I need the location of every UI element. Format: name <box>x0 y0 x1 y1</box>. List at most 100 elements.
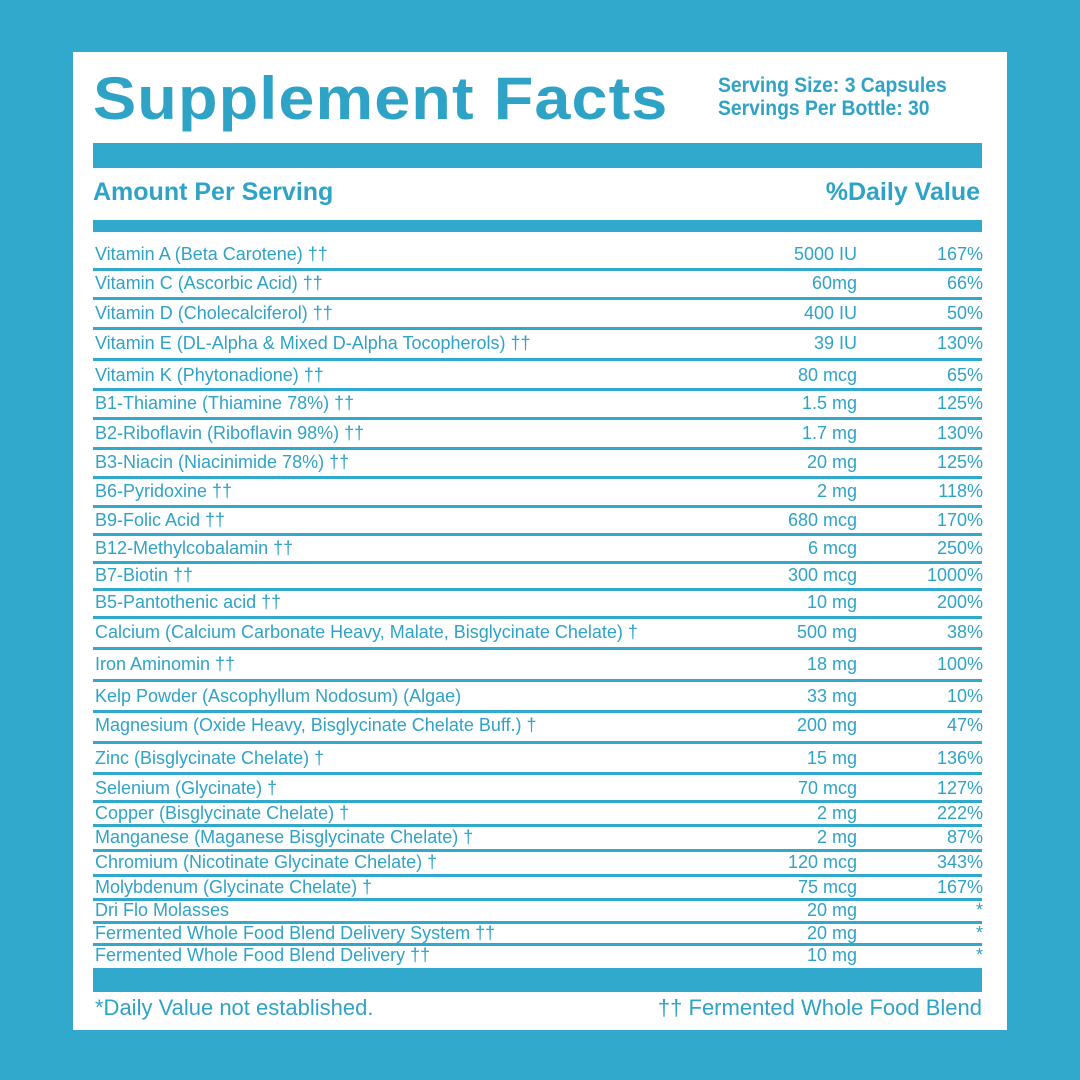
daily-value: 118% <box>938 481 983 501</box>
amount: 5000 IU <box>793 244 857 264</box>
nutrient-name: Vitamin A (Beta Carotene) †† <box>95 244 328 264</box>
nutrient-name: B9-Folic Acid †† <box>95 510 226 530</box>
row-separator <box>93 561 982 564</box>
row-separator <box>93 849 982 852</box>
amount: 2 mg <box>816 803 857 823</box>
daily-value: 167% <box>936 877 983 897</box>
daily-value: 38% <box>946 622 983 642</box>
row-separator <box>93 921 982 924</box>
nutrient-name: Fermented Whole Food Blend Delivery Syst… <box>95 923 496 943</box>
nutrient-name: Iron Aminomin †† <box>95 654 236 674</box>
amount: 20 mg <box>806 923 857 943</box>
daily-value: 125% <box>936 452 983 472</box>
amount: 500 mg <box>796 622 857 642</box>
daily-value: 87% <box>946 827 983 847</box>
amount: 10 mg <box>806 945 857 965</box>
daily-value: 170% <box>936 510 983 530</box>
row-separator <box>93 616 982 619</box>
daily-value: * <box>975 900 983 920</box>
divider-bar <box>93 220 982 232</box>
daily-value: 222% <box>936 803 983 823</box>
row-separator <box>93 268 982 271</box>
daily-value: * <box>975 923 983 943</box>
footnote: *Daily Value not established. <box>95 995 374 1020</box>
nutrient-name: B5-Pantothenic acid †† <box>95 592 282 612</box>
amount: 18 mg <box>806 654 857 674</box>
title: Supplement Facts <box>93 65 669 132</box>
nutrient-name: B3-Niacin (Niacinimide 78%) †† <box>95 452 350 472</box>
row-separator <box>93 943 982 946</box>
row-separator <box>93 505 982 508</box>
nutrient-name: Chromium (Nicotinate Glycinate Chelate) … <box>95 852 438 872</box>
amount: 2 mg <box>816 481 857 501</box>
divider-bar <box>93 968 982 992</box>
amount: 200 mg <box>796 715 857 735</box>
row-separator <box>93 800 982 803</box>
daily-value: 125% <box>936 393 983 413</box>
amount: 39 IU <box>813 333 857 353</box>
daily-value: 167% <box>936 244 983 264</box>
nutrient-name: B2-Riboflavin (Riboflavin 98%) †† <box>95 423 365 443</box>
amount: 1.7 mg <box>801 423 857 443</box>
nutrient-name: Kelp Powder (Ascophyllum Nodosum) (Algae… <box>95 686 462 706</box>
nutrient-name: Copper (Bisglycinate Chelate) † <box>95 803 350 823</box>
serving-size: Serving Size: 3 Capsules <box>718 74 947 97</box>
row-separator <box>93 476 982 479</box>
amount: 75 mcg <box>797 877 857 897</box>
servings-per-bottle: Servings Per Bottle: 30 <box>718 97 930 120</box>
amount: 120 mcg <box>787 852 857 872</box>
row-separator <box>93 824 982 827</box>
daily-value: 47% <box>946 715 983 735</box>
row-separator <box>93 297 982 300</box>
daily-value: 130% <box>936 333 983 353</box>
nutrient-name: Selenium (Glycinate) † <box>95 778 278 798</box>
nutrient-name: B1-Thiamine (Thiamine 78%) †† <box>95 393 355 413</box>
daily-value: 200% <box>936 592 983 612</box>
nutrient-name: Molybdenum (Glycinate Chelate) † <box>95 877 373 897</box>
daily-value: 100% <box>936 654 983 674</box>
daily-value: 127% <box>936 778 983 798</box>
nutrient-name: Vitamin E (DL-Alpha & Mixed D-Alpha Toco… <box>95 333 531 353</box>
row-separator <box>93 417 982 420</box>
column-header: Amount Per Serving <box>93 178 334 206</box>
daily-value: 130% <box>936 423 983 443</box>
row-separator <box>93 588 982 591</box>
amount: 2 mg <box>816 827 857 847</box>
amount: 70 mcg <box>797 778 857 798</box>
footnote: †† Fermented Whole Food Blend <box>657 995 982 1020</box>
nutrient-name: Vitamin K (Phytonadione) †† <box>95 365 324 385</box>
amount: 300 mcg <box>787 565 857 585</box>
amount: 15 mg <box>806 748 857 768</box>
row-separator <box>93 710 982 713</box>
nutrient-name: Magnesium (Oxide Heavy, Bisglycinate Che… <box>95 715 537 735</box>
amount: 20 mg <box>806 900 857 920</box>
nutrient-name: Dri Flo Molasses <box>95 900 230 920</box>
amount: 10 mg <box>806 592 857 612</box>
daily-value: 66% <box>946 273 983 293</box>
amount: 6 mcg <box>807 538 857 558</box>
daily-value: 10% <box>946 686 983 706</box>
amount: 20 mg <box>806 452 857 472</box>
nutrient-name: Fermented Whole Food Blend Delivery †† <box>95 945 431 965</box>
daily-value: 136% <box>936 748 983 768</box>
daily-value: 65% <box>946 365 983 385</box>
daily-value: 1000% <box>926 565 983 585</box>
amount: 1.5 mg <box>801 393 857 413</box>
nutrient-name: Manganese (Maganese Bisglycinate Chelate… <box>95 827 474 847</box>
daily-value: * <box>975 945 983 965</box>
nutrient-name: B12-Methylcobalamin †† <box>95 538 294 558</box>
daily-value: 250% <box>936 538 983 558</box>
row-separator <box>93 772 982 775</box>
column-header: %Daily Value <box>825 178 980 206</box>
row-separator <box>93 647 982 650</box>
row-separator <box>93 358 982 361</box>
row-separator <box>93 447 982 450</box>
daily-value: 50% <box>946 303 983 323</box>
amount: 60mg <box>811 273 857 293</box>
nutrient-name: Zinc (Bisglycinate Chelate) † <box>95 748 325 768</box>
amount: 680 mcg <box>787 510 857 530</box>
row-separator <box>93 327 982 330</box>
row-separator <box>93 874 982 877</box>
nutrient-name: B7-Biotin †† <box>95 565 194 585</box>
